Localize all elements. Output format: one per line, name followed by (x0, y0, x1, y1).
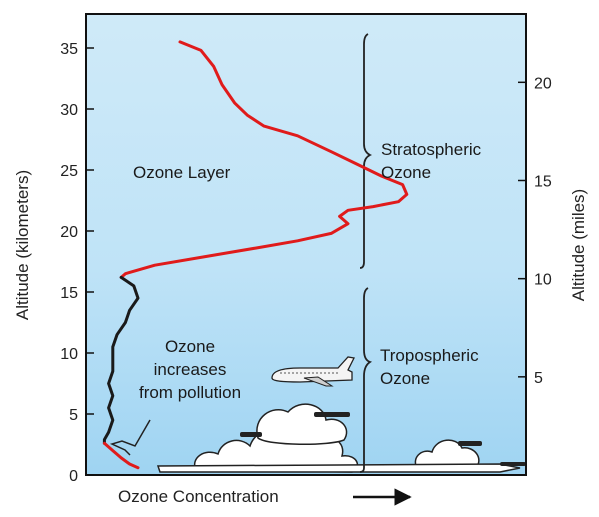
airplane-icon (271, 356, 355, 387)
x-axis-title: Ozone Concentration (118, 487, 279, 506)
ozone-layer-label: Ozone Layer (133, 163, 231, 182)
right-axis-title: Altitude (miles) (569, 189, 588, 301)
tropospheric-bracket (359, 287, 373, 473)
pollution-label-line3: from pollution (139, 383, 241, 402)
left-tick-label: 0 (69, 468, 78, 485)
tropospheric-label-line1: Tropospheric (380, 346, 479, 365)
right-tick-label: 10 (534, 272, 552, 289)
profile-segment-2 (102, 275, 140, 445)
left-tick-label: 25 (60, 163, 78, 180)
left-tick-label: 15 (60, 285, 78, 302)
left-tick-label: 10 (60, 346, 78, 363)
left-tick-label: 35 (60, 41, 78, 58)
left-axis-title: Altitude (kilometers) (13, 170, 32, 320)
cloud-group (156, 403, 521, 473)
cloud-ground-strip (156, 463, 521, 473)
right-tick-label: 20 (534, 75, 552, 92)
stratospheric-label-line2: Ozone (381, 163, 431, 182)
right-axis-ticks: 5 10 15 20 (518, 75, 552, 387)
left-tick-label: 5 (69, 407, 78, 424)
right-tick-label: 5 (534, 370, 543, 387)
tropospheric-label-line2: Ozone (380, 369, 430, 388)
cloud-center (256, 403, 348, 445)
right-tick-label: 15 (534, 173, 552, 190)
pollution-streaks (240, 412, 526, 466)
stratospheric-bracket (359, 33, 373, 269)
left-tick-label: 30 (60, 102, 78, 119)
stratospheric-label-line1: Stratospheric (381, 140, 482, 159)
cloud-right (414, 439, 480, 471)
profile-segment-1 (119, 40, 409, 279)
plot-background (86, 14, 526, 475)
profile-segment-3 (102, 441, 140, 470)
plot-frame (85, 13, 527, 476)
left-axis-ticks: 0 5 10 15 20 25 30 35 (60, 41, 94, 485)
pollution-label-line2: increases (154, 360, 227, 379)
pollution-label-line1: Ozone (165, 337, 215, 356)
pollution-pointer (109, 419, 151, 456)
left-tick-label: 20 (60, 224, 78, 241)
ozone-profile (102, 40, 409, 470)
